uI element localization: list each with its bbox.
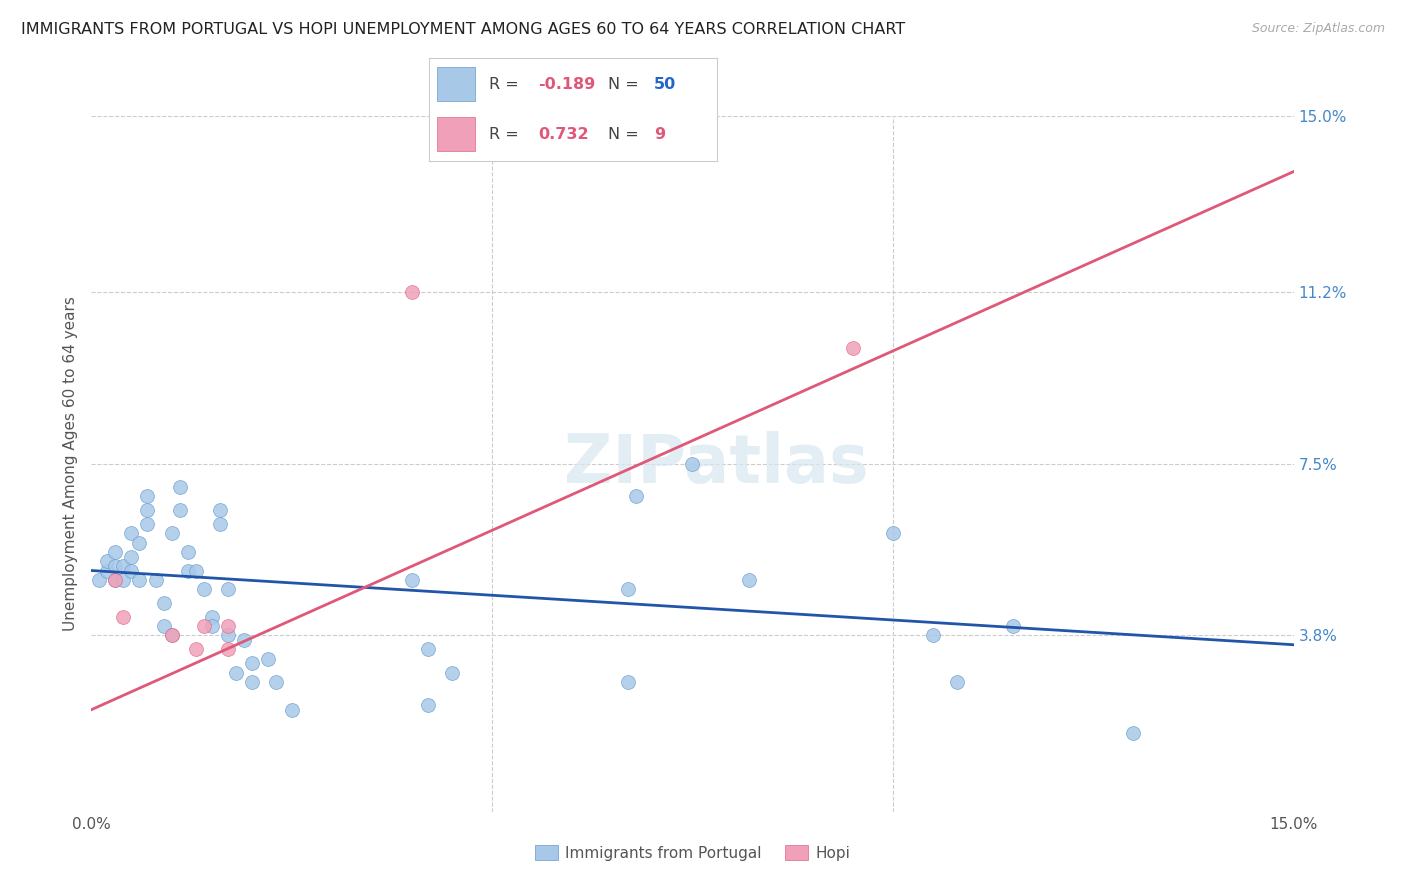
Point — [401, 573, 423, 587]
Point — [104, 558, 127, 573]
Point — [882, 526, 904, 541]
Point — [256, 651, 278, 665]
Point — [96, 554, 118, 568]
Point — [193, 619, 215, 633]
Legend: Immigrants from Portugal, Hopi: Immigrants from Portugal, Hopi — [529, 839, 856, 867]
Point — [401, 285, 423, 300]
Text: R =: R = — [489, 127, 524, 142]
Point — [145, 573, 167, 587]
Text: -0.189: -0.189 — [538, 77, 596, 92]
Point — [152, 596, 174, 610]
Point — [128, 535, 150, 549]
Text: 9: 9 — [654, 127, 665, 142]
Point — [121, 549, 143, 564]
Point — [169, 480, 191, 494]
Point — [160, 526, 183, 541]
Point — [416, 698, 439, 712]
Point — [281, 703, 304, 717]
Point — [737, 573, 759, 587]
Point — [416, 642, 439, 657]
Text: N =: N = — [607, 77, 644, 92]
Bar — [437, 67, 475, 101]
Text: 0.732: 0.732 — [538, 127, 589, 142]
Point — [217, 642, 239, 657]
Point — [136, 489, 159, 503]
Point — [232, 633, 254, 648]
Point — [217, 628, 239, 642]
Text: ZIPatlas: ZIPatlas — [564, 431, 869, 497]
Point — [128, 573, 150, 587]
Point — [208, 517, 231, 532]
Point — [136, 517, 159, 532]
Point — [176, 564, 198, 578]
Point — [1001, 619, 1024, 633]
Point — [176, 545, 198, 559]
Point — [112, 610, 135, 624]
Point — [240, 674, 263, 689]
Point — [264, 674, 287, 689]
Point — [201, 619, 224, 633]
Point — [112, 573, 135, 587]
Point — [152, 619, 174, 633]
Point — [112, 558, 135, 573]
Point — [96, 564, 118, 578]
Point — [184, 564, 207, 578]
Point — [104, 545, 127, 559]
Text: N =: N = — [607, 127, 644, 142]
Point — [193, 582, 215, 596]
Point — [440, 665, 463, 680]
Point — [217, 582, 239, 596]
Point — [184, 642, 207, 657]
Text: 50: 50 — [654, 77, 676, 92]
Point — [217, 619, 239, 633]
Point — [160, 628, 183, 642]
Point — [946, 674, 969, 689]
Point — [922, 628, 945, 642]
Bar — [437, 118, 475, 152]
Point — [617, 582, 640, 596]
Point — [136, 503, 159, 517]
Point — [841, 341, 863, 355]
Text: R =: R = — [489, 77, 524, 92]
Point — [89, 573, 111, 587]
Point — [208, 503, 231, 517]
Point — [121, 564, 143, 578]
Point — [240, 657, 263, 671]
Point — [104, 573, 127, 587]
Text: Source: ZipAtlas.com: Source: ZipAtlas.com — [1251, 22, 1385, 36]
Point — [225, 665, 247, 680]
Point — [617, 674, 640, 689]
Text: IMMIGRANTS FROM PORTUGAL VS HOPI UNEMPLOYMENT AMONG AGES 60 TO 64 YEARS CORRELAT: IMMIGRANTS FROM PORTUGAL VS HOPI UNEMPLO… — [21, 22, 905, 37]
Point — [681, 457, 703, 471]
Point — [104, 573, 127, 587]
Point — [626, 489, 648, 503]
Point — [160, 628, 183, 642]
Point — [121, 526, 143, 541]
Y-axis label: Unemployment Among Ages 60 to 64 years: Unemployment Among Ages 60 to 64 years — [62, 296, 77, 632]
Point — [201, 610, 224, 624]
Point — [169, 503, 191, 517]
Point — [1122, 726, 1144, 740]
